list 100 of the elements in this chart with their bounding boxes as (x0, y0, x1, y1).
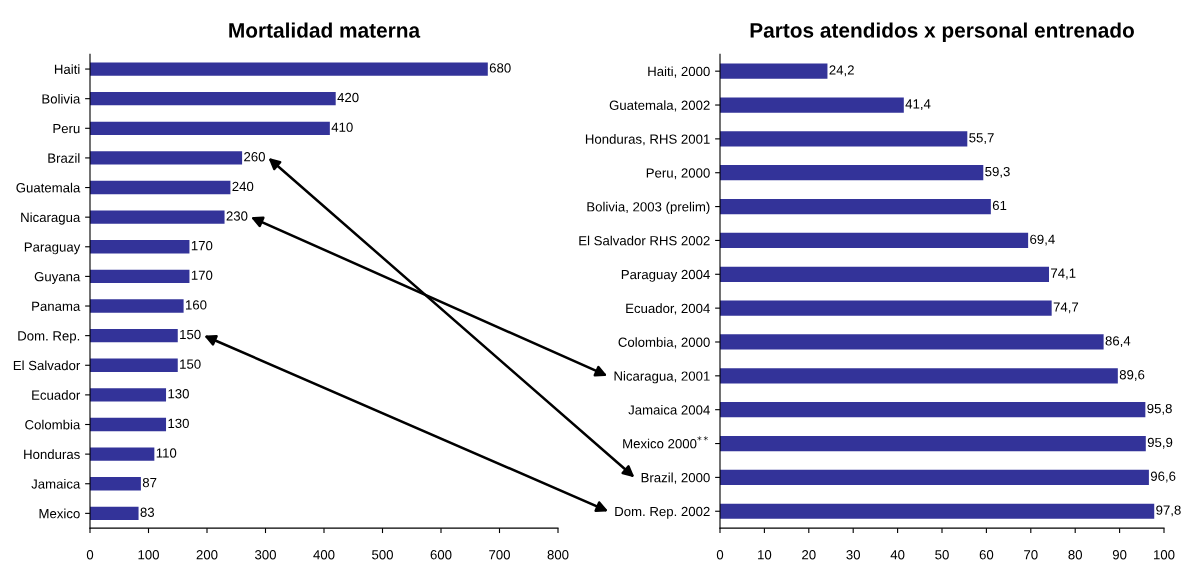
bar (720, 435, 1146, 452)
x-tick-label: 400 (313, 550, 335, 560)
bar (90, 447, 155, 461)
data-label: 170 (191, 270, 213, 280)
bar (720, 165, 984, 181)
data-label: 69,4 (1030, 234, 1055, 246)
y-tick-label: Nicaragua, 2001 (614, 371, 710, 384)
x-tick-label: 500 (372, 550, 393, 560)
bar (720, 300, 1052, 316)
data-label: 74,7 (1053, 302, 1079, 314)
data-label: 61 (992, 200, 1007, 211)
y-tick-label: Panama (32, 301, 81, 311)
bar (90, 240, 190, 254)
y-tick-label: Paraguay (24, 242, 81, 255)
y-tick-label: Jamaica 2004 (628, 404, 710, 415)
data-label: 41,4 (905, 99, 931, 111)
x-tick-label: 600 (430, 550, 452, 560)
data-label: 74,1 (1051, 268, 1076, 280)
data-label: 86,4 (1105, 336, 1131, 348)
bar (720, 97, 904, 113)
data-label: 95,9 (1147, 437, 1173, 449)
y-tick-label: Guatemala (16, 182, 81, 193)
bar (90, 417, 167, 432)
data-label: 160 (185, 300, 207, 310)
x-tick-label: 700 (489, 550, 510, 560)
data-label: 260 (244, 152, 265, 162)
y-tick-label: Haiti, 2000 (648, 66, 710, 78)
y-tick-label: Mexico (39, 508, 80, 519)
y-tick-label: Bolivia (42, 93, 81, 104)
y-tick-label: El Salvador (13, 360, 81, 371)
bar (90, 180, 231, 195)
bar (90, 121, 330, 135)
y-tick-label: Colombia (25, 419, 81, 430)
bar (720, 232, 1029, 249)
data-label: 55,7 (969, 133, 994, 144)
bar (720, 131, 968, 147)
bar (90, 358, 178, 372)
bar (720, 334, 1104, 350)
bar (720, 63, 828, 79)
data-label: 150 (180, 329, 201, 340)
y-tick-label: Ecuador, 2004 (626, 303, 710, 315)
chart-title: Mortalidad materna (229, 22, 421, 38)
bar (720, 503, 1155, 519)
y-tick-label: El Salvador RHS 2002 (579, 235, 710, 246)
bar (720, 266, 1049, 282)
data-label: 24,2 (829, 65, 854, 77)
x-tick-label: 300 (255, 550, 276, 560)
bar (90, 328, 178, 343)
x-tick-label: 90 (1112, 550, 1127, 560)
data-label: 96,6 (1150, 471, 1176, 483)
y-tick-label: Dom. Rep. (18, 331, 80, 344)
y-tick-label: Colombia, 2000 (618, 337, 710, 349)
y-tick-label: Bolivia, 2003 (prelim) (587, 201, 710, 215)
data-label: 89,6 (1119, 370, 1145, 381)
data-label: 230 (226, 211, 248, 221)
bar (90, 62, 488, 76)
x-tick-label: 80 (1068, 550, 1083, 560)
bar (90, 506, 139, 521)
x-tick-label: 60 (979, 550, 994, 560)
x-tick-label: 100 (138, 550, 159, 560)
y-tick-label: Brazil, 2000 (641, 472, 710, 484)
y-tick-label: Jamaica (31, 478, 81, 489)
data-label: 680 (489, 63, 511, 73)
data-label: 150 (180, 359, 201, 369)
bar (720, 469, 1149, 486)
y-tick-label: Dom. Rep. 2002 (615, 506, 710, 519)
data-label: 87 (142, 477, 157, 488)
y-tick-label: Peru, 2000 (646, 168, 710, 180)
data-label: 240 (232, 181, 254, 192)
x-tick-label: 10 (758, 550, 772, 560)
data-label: 95,8 (1147, 403, 1172, 415)
y-tick-label: Ecuador (32, 390, 81, 400)
bar (720, 368, 1118, 384)
bar (90, 92, 336, 106)
x-tick-label: 800 (547, 550, 569, 560)
data-label: 410 (331, 122, 353, 132)
x-tick-label: 70 (1024, 550, 1038, 560)
bar (90, 269, 190, 284)
y-tick-label: Nicaragua (21, 212, 81, 225)
bar (90, 299, 184, 313)
y-tick-label: Honduras (24, 449, 80, 460)
x-tick-label: 0 (86, 550, 94, 560)
y-tick-label: Guyana (34, 271, 81, 284)
bar (720, 402, 1146, 418)
y-tick-label: Paraguay 2004 (621, 269, 710, 282)
bar (720, 198, 991, 215)
data-label: 59,3 (985, 166, 1010, 178)
y-tick-label: Mexico 2000$^{**}$ (623, 436, 708, 449)
data-label: 83 (140, 507, 155, 517)
x-tick-label: 40 (890, 550, 905, 560)
y-tick-label: Brazil (48, 153, 80, 163)
data-label: 130 (168, 418, 189, 429)
bar (90, 388, 167, 402)
data-label: 130 (168, 389, 189, 399)
y-tick-label: Haiti (54, 64, 80, 74)
data-label: 110 (156, 448, 177, 458)
x-tick-label: 200 (196, 550, 218, 560)
x-tick-label: 100 (1154, 550, 1175, 560)
bar (90, 210, 225, 224)
y-tick-label: Honduras, RHS 2001 (585, 134, 710, 146)
